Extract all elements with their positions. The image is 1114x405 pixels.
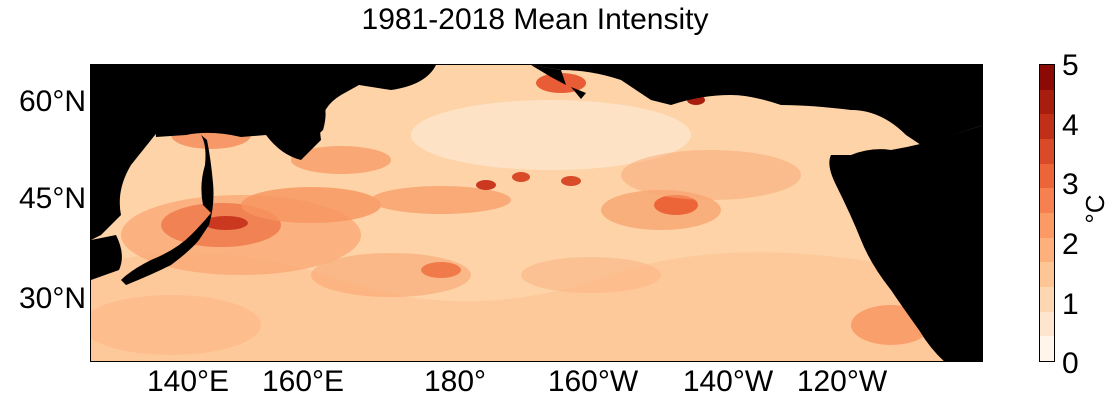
colorbar-unit-label: °C — [1080, 194, 1110, 224]
y-tick-label-30n: 30°N — [18, 282, 86, 315]
figure-title: 1981-2018 Mean Intensity — [361, 3, 709, 36]
colorbar-segment — [1040, 261, 1054, 287]
intensity-field — [91, 65, 982, 361]
colorbar-segment — [1040, 212, 1054, 238]
x-tick-label-160e: 160°E — [261, 365, 345, 398]
colorbar-segment — [1040, 286, 1054, 312]
colorbar-segment — [1040, 237, 1054, 263]
colorbar-tick-label: 5 — [1062, 49, 1079, 82]
colorbar-tick-label: 2 — [1062, 228, 1079, 261]
colorbar-segment — [1040, 89, 1054, 115]
y-tick-label-45n: 45°N — [18, 182, 86, 215]
colorbar-segment — [1040, 113, 1054, 139]
colorbar-segment — [1040, 163, 1054, 189]
x-tick-label-140w: 140°W — [682, 365, 774, 398]
colorbar-segment — [1040, 335, 1054, 361]
colorbar-tick-label: 4 — [1062, 109, 1079, 142]
colorbar-segment — [1040, 311, 1054, 337]
colorbar-segment — [1040, 65, 1054, 90]
colorbar — [1039, 64, 1055, 362]
x-tick-label-180: 180° — [423, 365, 487, 398]
x-tick-label-160w: 160°W — [547, 365, 639, 398]
land-masses — [91, 65, 982, 361]
map-panel — [90, 64, 983, 362]
colorbar-tick-label: 0 — [1062, 347, 1079, 380]
colorbar-segment — [1040, 187, 1054, 213]
y-tick-label-60n: 60°N — [18, 85, 86, 118]
x-tick-label-140e: 140°E — [146, 365, 230, 398]
colorbar-tick-label: 3 — [1062, 168, 1079, 201]
colorbar-tick-label: 1 — [1062, 288, 1079, 321]
colorbar-segment — [1040, 138, 1054, 164]
x-tick-label-120w: 120°W — [796, 365, 888, 398]
intensity-map — [91, 65, 982, 361]
